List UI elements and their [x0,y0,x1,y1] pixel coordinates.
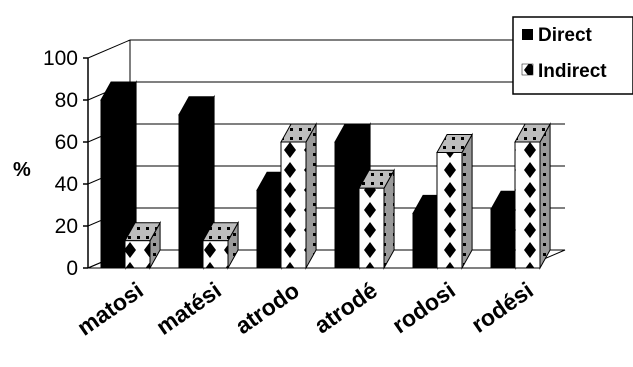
legend-item-indirect: Indirect [521,61,607,82]
legend-swatch-direct [522,29,533,40]
bar-indirect-0 [124,220,161,270]
bar-front [202,240,229,269]
bar-indirect-2 [280,122,317,270]
bars [100,80,551,270]
bar-side [461,132,473,270]
bar-front [514,141,541,269]
category-label: rodosi [387,277,459,339]
legend-label-indirect: Indirect [538,61,607,82]
bar-front [178,114,205,269]
bar-side [305,122,317,270]
category-label: matési [151,277,226,340]
bar-front [334,141,361,269]
y-tick-label: 40 [55,173,78,196]
bar-indirect-3 [358,168,395,270]
y-tick-label: 60 [55,131,78,154]
bar-indirect-5 [514,122,551,270]
bar-front [280,141,307,269]
y-tick-label: 0 [66,257,78,280]
y-tick-label: 80 [55,89,78,112]
bar-front [412,212,439,269]
legend-label-direct: Direct [538,25,593,46]
category-label: matosi [72,277,148,341]
gridline-slant [87,39,131,59]
y-tick-label: 20 [55,215,78,238]
category-label: rodési [466,277,537,338]
bar-front [490,208,517,269]
bar-side [539,122,551,270]
bar-front [358,187,385,269]
y-ticks: 0 20 40 60 80 100 [43,47,88,280]
y-axis: 0 20 40 60 80 100 [43,47,89,280]
category-label: atrodo [230,277,304,339]
bar-indirect-4 [436,132,473,270]
y-tick-label: 100 [43,47,78,70]
bar-front [436,152,463,269]
bar-front [124,240,151,269]
bar-front [256,189,283,269]
legend: Direct Indirect [512,16,633,95]
bar-indirect-1 [202,220,239,270]
bar-front [100,99,127,269]
category-labels: matosi matési atrodo atrodé rodosi rodési [72,277,538,341]
bar-direct-0 [100,80,137,270]
legend-swatch-indirect [521,63,534,76]
legend-item-direct: Direct [522,25,593,46]
y-axis-label: % [13,159,31,181]
category-label: atrodé [309,277,381,339]
